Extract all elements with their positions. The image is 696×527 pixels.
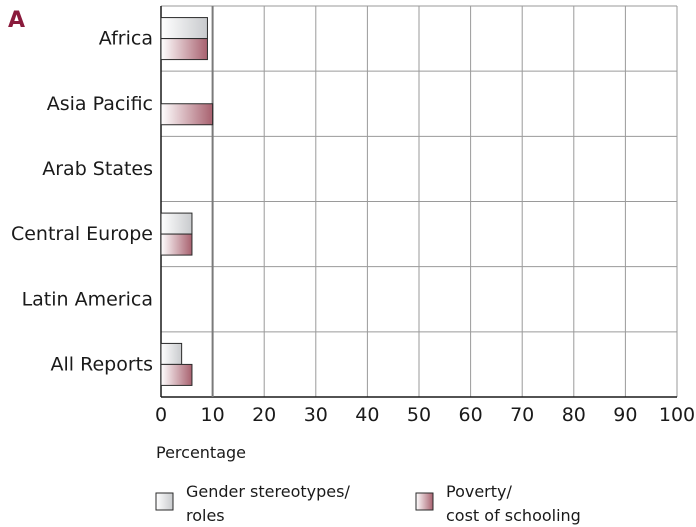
legend-swatch xyxy=(155,492,174,511)
x-tick-labels: 0 10 20 30 40 50 60 70 80 90 100 xyxy=(155,404,695,426)
x-tick-label: 90 xyxy=(613,404,637,426)
bar-poverty-central-europe xyxy=(160,233,193,256)
legend-swatch xyxy=(415,492,434,511)
category-labels: Africa Asia Pacific Arab States Central Eur… xyxy=(11,28,153,376)
x-tick-label: 100 xyxy=(659,404,695,426)
category-label: All Reports xyxy=(51,353,153,375)
x-tick-label: 30 xyxy=(304,404,328,426)
bars xyxy=(160,17,214,386)
bar-poverty-asia-pacific xyxy=(160,103,214,126)
x-tick-label: 0 xyxy=(155,404,167,426)
panel-label: A xyxy=(8,8,25,33)
legend: Gender stereotypes/roles Poverty/cost of … xyxy=(155,482,581,525)
x-axis-title: Percentage xyxy=(156,443,246,462)
legend-label: Gender stereotypes/ xyxy=(186,482,350,501)
category-label: Africa xyxy=(99,28,153,50)
legend-label: roles xyxy=(186,506,225,525)
bar-gender-central-europe xyxy=(160,212,193,235)
legend-label: cost of schooling xyxy=(446,506,581,525)
legend-label: Poverty/ xyxy=(446,482,513,501)
x-tick-label: 40 xyxy=(355,404,379,426)
category-label: Central Europe xyxy=(11,223,153,245)
bar-poverty-all-reports xyxy=(160,363,193,386)
category-label: Arab States xyxy=(42,158,153,180)
x-tick-label: 80 xyxy=(562,404,586,426)
x-tick-label: 20 xyxy=(252,404,276,426)
category-label: Asia Pacific xyxy=(47,93,153,115)
x-tick-label: 50 xyxy=(407,404,431,426)
x-tick-label: 70 xyxy=(510,404,534,426)
bar-gender-all-reports xyxy=(160,342,183,365)
x-tick-label: 60 xyxy=(459,404,483,426)
x-tick-label: 10 xyxy=(201,404,225,426)
category-label: Latin America xyxy=(22,288,153,310)
bar-gender-africa xyxy=(160,17,208,40)
bar-poverty-africa xyxy=(160,38,208,61)
plot-grid xyxy=(160,5,678,398)
